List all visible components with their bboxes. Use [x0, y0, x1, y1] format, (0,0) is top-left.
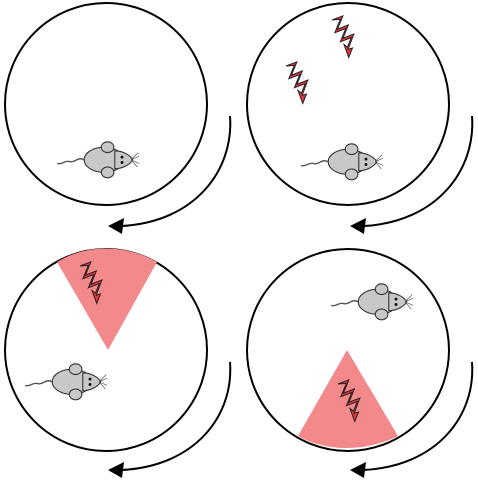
- shock-zone: [57, 248, 157, 350]
- panel-bottom-right: [246, 248, 450, 452]
- arena-circle: [4, 2, 208, 206]
- arena-circle: [246, 2, 450, 206]
- panel-top-left: [4, 2, 208, 206]
- rotation-arrow: [108, 361, 232, 478]
- rotation-arrow: [350, 115, 474, 234]
- rotation-arrow: [350, 361, 474, 478]
- panel-top-right: [246, 2, 450, 206]
- panel-bottom-left: [4, 248, 208, 452]
- rotation-arrow: [108, 115, 232, 234]
- shock-zone: [298, 350, 398, 448]
